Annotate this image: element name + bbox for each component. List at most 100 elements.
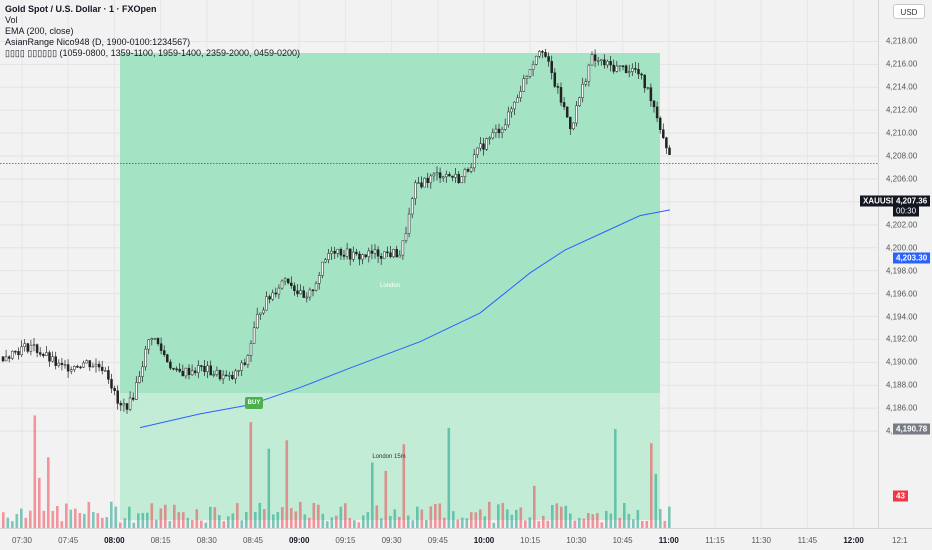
ema-indicator-label[interactable]: EMA (200, close) [5,26,74,36]
candle-body [212,374,216,376]
volume-bar [38,477,41,528]
candle-body [141,366,144,377]
candle-body [640,73,643,76]
candle-body [311,289,315,292]
volume-bar [434,503,437,528]
volume-bar [582,518,586,528]
london-15m-box [120,393,660,520]
volume-bar [299,501,302,528]
volume-bar [168,521,172,528]
candle-body [240,362,243,371]
candle-body [150,338,154,341]
candle-body [60,362,64,365]
volume-bar [83,513,86,528]
volume-bar [335,515,338,528]
candle-body [73,366,76,370]
candle-body [206,365,209,372]
volume-bar [479,509,482,528]
candle-body [321,261,324,276]
volume-bar [294,511,298,528]
countdown-tag: 00:30 [893,205,920,217]
volume-bar [596,513,599,528]
chart-plot-area[interactable] [0,0,878,528]
candle-body [336,248,340,254]
london-15m-label: London 15m [372,454,406,460]
volume-bar [191,519,194,528]
candle-body [91,365,95,368]
candle-body [324,259,327,263]
volume-bar [542,515,545,528]
price-tick-label: 4,206.00 [886,174,918,184]
time-axis[interactable]: 07:30 07:45 08:00 08:15 08:30 08:45 09:00 09:15… [0,528,932,550]
sessions-indicator-label[interactable]: ▯▯▯▯ ▯▯▯▯▯▯ (1059-0800, 1359-1100, 1959-… [5,48,301,58]
volume-bar [587,513,590,528]
candle-body [606,61,609,66]
candle-body [153,337,157,340]
candle-body [138,376,141,383]
volume-bar [159,508,163,528]
volume-bar [186,517,190,528]
volume-bar [92,512,95,528]
volume-bar [452,511,455,528]
candle-body [54,356,57,366]
volume-indicator-label[interactable]: Vol [5,15,18,25]
candle-body [637,69,640,75]
currency-button[interactable]: USD [893,4,925,19]
candle-body [26,343,30,352]
candle-body [333,250,336,254]
volume-bar [438,503,442,528]
candle-body [590,54,594,66]
candle-body [646,87,650,89]
candle-body [538,51,541,57]
candle-body [246,355,250,365]
candle-body [522,78,526,92]
volume-bar [483,516,487,528]
volume-bar [263,509,266,528]
candle-body [265,296,268,311]
candle-body [624,65,628,73]
candle-body [317,275,321,284]
candle-body [491,132,495,139]
volume-bar [272,514,275,528]
candle-body [48,352,51,362]
candle-body [494,128,498,134]
candle-body [293,285,296,292]
candle-body [578,97,581,106]
candle-body [82,362,85,368]
candle-body [228,374,231,377]
volume-bar [393,509,397,528]
time-tick-label: 09:15 [335,536,356,545]
volume-bar [281,507,284,528]
candle-body [76,366,79,368]
price-tick-label: 4,190.00 [886,357,918,367]
candle-body [507,111,510,126]
candle-body [66,364,70,372]
volume-bar [375,505,379,528]
symbol-title[interactable]: Gold Spot / U.S. Dollar · 1 · FXOpen [5,4,157,14]
candle-body [519,91,522,99]
volume-bar [222,521,226,528]
candle-body [305,296,309,299]
candle-body [38,352,42,355]
volume-bar [411,520,415,528]
candle-body [407,213,411,234]
candle-body [224,374,228,377]
asian-range-indicator-label[interactable]: AsianRange Nico948 (D, 1900-0100:1234567… [5,37,191,47]
volume-bar [236,503,239,528]
volume-bar [600,522,604,528]
candle-body [668,147,671,155]
volume-bar [20,508,23,528]
candle-body [426,177,429,183]
volume-bar [420,509,424,528]
chart-canvas[interactable] [0,0,878,528]
volume-bar [78,513,82,528]
candle-body [476,147,479,155]
volume-bar [326,521,329,528]
candle-body [584,81,588,85]
price-scale[interactable]: 4,218.00 4,216.00 4,214.00 4,212.00 4,210.00… [878,0,932,550]
volume-bar [578,518,581,528]
time-tick-label: 08:15 [150,536,171,545]
volume-bar [101,517,104,528]
time-tick-label: 12:00 [843,536,864,545]
candle-body [658,117,662,131]
